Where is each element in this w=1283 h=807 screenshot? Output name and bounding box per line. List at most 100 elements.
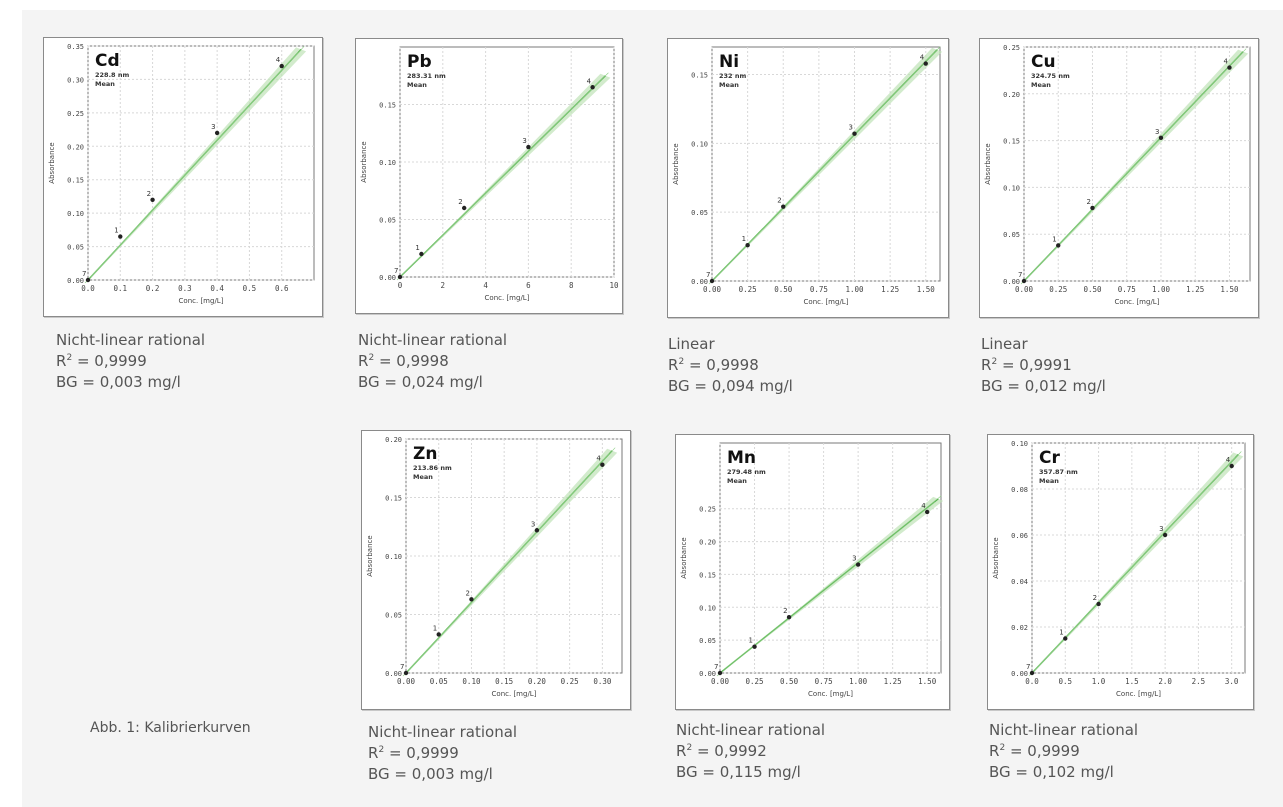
x-tick-label: 0.2 [146, 284, 160, 293]
y-tick-label: 0.00 [1011, 670, 1028, 678]
chart-svg: 0.00 0.05 0.10 0.15 0.00 0.25 0.50 0.75 1.00 1.25… [672, 46, 943, 306]
x-axis-label: Conc. [mg/L] [1116, 690, 1161, 698]
caption-zn: Nicht-linear rational R2 = 0,9999 BG = 0… [368, 722, 517, 785]
x-tick-label: 0.25 [739, 285, 757, 294]
y-tick-label: 0.10 [1003, 184, 1020, 192]
data-point [419, 251, 424, 257]
mode-label: Mean [413, 473, 433, 481]
model-label: Nicht-linear rational [676, 721, 826, 739]
point-label: 3 [1155, 128, 1159, 136]
y-tick-label: 0.08 [1011, 486, 1028, 494]
x-tick-label: 0.6 [275, 284, 289, 293]
point-label: 3 [849, 124, 853, 132]
point-label: 1 [742, 235, 746, 243]
x-tick-label: 1.00 [845, 285, 864, 294]
data-point [526, 144, 531, 150]
r2-symbol: R [56, 352, 67, 370]
x-tick-label: 1.25 [881, 285, 899, 294]
chart-svg: 0.00 0.02 0.04 0.06 0.08 0.10 0.0 0.5 1.0 1.5 2.0 2… [992, 440, 1246, 698]
point-label: 4 [276, 56, 281, 64]
point-label: 2 [1086, 198, 1090, 206]
confidence-band [398, 73, 611, 280]
model-label: Nicht-linear rational [989, 721, 1139, 739]
x-axis-label: Conc. [mg/L] [808, 690, 853, 698]
y-axis-label: Absorbance [992, 537, 1000, 578]
data-point [1029, 670, 1035, 676]
x-tick-label: 1.25 [1186, 285, 1204, 294]
mode-label: Mean [719, 81, 739, 89]
data-point [717, 670, 723, 676]
y-tick-label: 0.00 [691, 278, 708, 286]
r2-value: = 0,9999 [384, 744, 459, 762]
y-tick-label: 0.20 [1003, 91, 1020, 99]
point-label: 3 [1159, 525, 1163, 533]
point-label: 2 [458, 198, 462, 206]
mode-label: Mean [95, 80, 115, 88]
r2-symbol: R [368, 744, 379, 762]
r2-line: R2 = 0,9999 [368, 744, 459, 762]
y-tick-label: 0.25 [67, 110, 84, 118]
x-tick-label: 10 [609, 281, 619, 290]
x-tick-label: 0.50 [1083, 285, 1102, 294]
data-point [855, 562, 861, 567]
y-tick-label: 0.25 [699, 506, 716, 514]
y-tick-label: 0.10 [1011, 440, 1028, 448]
data-point [1162, 532, 1168, 538]
bg-label: BG = 0,115 mg/l [676, 763, 801, 781]
x-axis-label: Conc. [mg/L] [179, 297, 224, 305]
data-point [745, 243, 750, 248]
calibration-plot-cd: 0.00 0.05 0.10 0.15 0.20 0.25 0.30 0.35 0.0 0.1 0.… [43, 37, 323, 317]
x-tick-label: 0.00 [711, 677, 730, 686]
r2-value: = 0,9998 [684, 356, 759, 374]
model-label: Linear [668, 335, 715, 353]
y-tick-label: 0.10 [385, 553, 402, 561]
chart-svg: 0.00 0.05 0.10 0.15 0.20 0.00 0.05 0.10 0.15 0.20… [366, 436, 623, 698]
point-label: 3 [852, 555, 856, 563]
bg-label: BG = 0,003 mg/l [56, 373, 181, 391]
data-point [1229, 463, 1234, 469]
point-label: 7 [400, 663, 404, 671]
r2-value: = 0,9992 [692, 742, 767, 760]
x-tick-label: 1.50 [918, 677, 937, 686]
element-label: Cr [1039, 448, 1060, 468]
x-tick-label: 1.50 [1220, 285, 1239, 294]
x-tick-label: 0.30 [593, 677, 612, 686]
bg-label: BG = 0,012 mg/l [981, 377, 1106, 395]
x-tick-label: 0.25 [561, 677, 579, 686]
y-tick-label: 0.05 [379, 217, 396, 225]
r2-value: = 0,9991 [997, 356, 1072, 374]
data-point [469, 597, 474, 602]
point-label: 1 [1052, 235, 1056, 243]
y-tick-label: 0.35 [67, 43, 84, 51]
r2-symbol: R [668, 356, 679, 374]
x-tick-label: 0.4 [210, 284, 224, 293]
x-tick-label: 1.0 [1092, 677, 1106, 686]
data-point [403, 670, 409, 676]
upper-bound-line [408, 447, 616, 671]
y-tick-label: 0.00 [379, 274, 396, 282]
y-axis-label: Absorbance [672, 143, 680, 184]
x-tick-label: 3.0 [1225, 677, 1239, 686]
y-tick-label: 0.00 [385, 670, 402, 678]
x-tick-label: 0.15 [495, 677, 513, 686]
data-point [1021, 278, 1027, 284]
confidence-band [718, 496, 944, 676]
element-label: Pb [407, 52, 432, 72]
x-tick-label: 0.0 [81, 284, 95, 293]
confidence-band [86, 47, 307, 283]
y-tick-label: 0.00 [67, 277, 84, 285]
upper-bound-line [722, 495, 942, 671]
y-tick-label: 0.06 [1011, 532, 1028, 540]
r2-line: R2 = 0,9991 [981, 356, 1072, 374]
x-tick-label: 0.75 [815, 677, 833, 686]
y-tick-label: 0.05 [67, 244, 84, 252]
x-tick-label: 0.00 [703, 285, 722, 294]
r2-symbol: R [981, 356, 992, 374]
r2-line: R2 = 0,9992 [676, 742, 767, 760]
x-tick-label: 0.00 [1015, 285, 1034, 294]
upper-bound-line [714, 46, 941, 279]
r2-line: R2 = 0,9999 [56, 352, 147, 370]
figure-caption: Abb. 1: Kalibrierkurven [90, 720, 251, 736]
y-tick-label: 0.05 [1003, 231, 1020, 239]
point-label: 3 [531, 520, 535, 528]
